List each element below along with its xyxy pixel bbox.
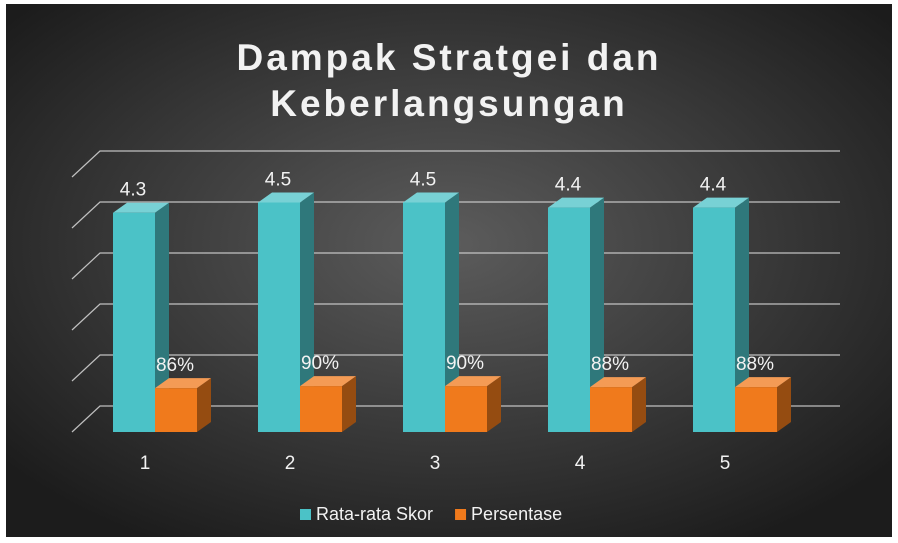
bar bbox=[403, 202, 445, 432]
bar-top bbox=[258, 192, 314, 203]
data-label: 4.4 bbox=[700, 175, 727, 196]
bar bbox=[445, 386, 487, 432]
bar-top bbox=[548, 197, 604, 208]
data-label: 4.4 bbox=[555, 175, 582, 196]
title-line: Dampak Stratgei dan bbox=[236, 37, 661, 78]
legend-label: Persentase bbox=[471, 504, 562, 524]
bar bbox=[300, 386, 342, 432]
data-label: 4.5 bbox=[410, 170, 436, 191]
bar-top bbox=[300, 376, 356, 387]
bar-top bbox=[445, 376, 501, 387]
bar-side bbox=[735, 197, 749, 432]
data-label: 4.5 bbox=[265, 170, 291, 191]
data-label: 90% bbox=[301, 353, 339, 374]
bar bbox=[155, 388, 197, 432]
bar bbox=[548, 207, 590, 432]
bar-side bbox=[590, 197, 604, 432]
bar-side bbox=[487, 376, 501, 432]
legend-label: Rata-rata Skor bbox=[316, 504, 433, 524]
data-label: 4.3 bbox=[120, 180, 146, 201]
legend-swatch bbox=[455, 509, 467, 520]
bar-top bbox=[403, 192, 459, 203]
grid-line bbox=[71, 150, 840, 178]
bar-top bbox=[113, 202, 169, 213]
bar bbox=[113, 212, 155, 432]
bar-side bbox=[445, 192, 459, 432]
bar-side bbox=[300, 192, 314, 432]
bar bbox=[693, 207, 735, 432]
data-label: 88% bbox=[591, 354, 629, 375]
x-tick-label: 5 bbox=[720, 453, 731, 474]
data-label: 88% bbox=[736, 354, 774, 375]
x-tick-label: 4 bbox=[575, 453, 586, 474]
bar-side bbox=[777, 377, 791, 432]
title-line: Keberlangsungan bbox=[270, 83, 628, 124]
data-label: 86% bbox=[156, 355, 194, 376]
bar-side bbox=[155, 202, 169, 432]
bar-top bbox=[735, 377, 791, 388]
bar bbox=[735, 387, 777, 432]
x-tick-label: 2 bbox=[285, 453, 296, 474]
bar bbox=[258, 202, 300, 432]
bar-top bbox=[590, 377, 646, 388]
data-label: 90% bbox=[446, 353, 484, 374]
bar-side bbox=[342, 376, 356, 432]
bar-top bbox=[155, 378, 211, 389]
legend-swatch bbox=[300, 509, 311, 520]
x-tick-label: 3 bbox=[430, 453, 441, 474]
bar-top bbox=[693, 197, 749, 208]
x-tick-label: 1 bbox=[140, 453, 151, 474]
bar-side bbox=[197, 378, 211, 432]
chart-title: Dampak Stratgei dan Keberlangsungan bbox=[236, 37, 661, 124]
bar bbox=[590, 387, 632, 432]
bar-side bbox=[632, 377, 646, 432]
